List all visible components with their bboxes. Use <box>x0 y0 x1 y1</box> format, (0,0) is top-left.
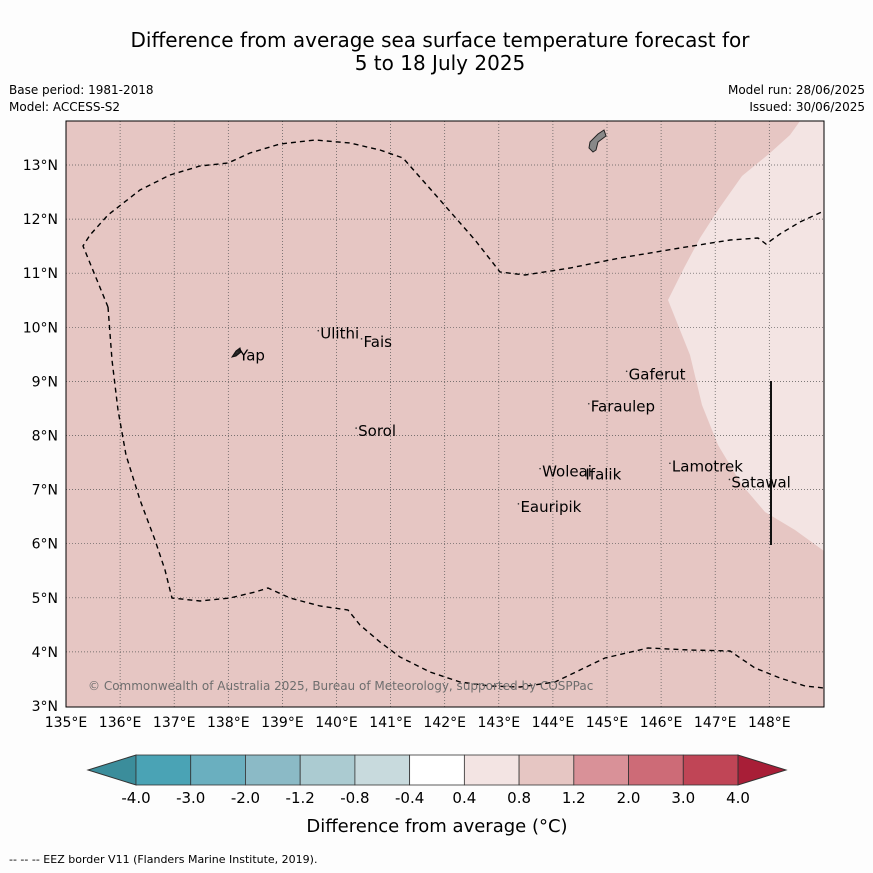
place-label-eauripik: Eauripik <box>520 498 581 516</box>
place-label-ulithi: Ulithi <box>320 325 359 343</box>
lon-tick-label: 143°E <box>478 715 521 731</box>
lat-tick-label: 11°N <box>23 266 58 282</box>
colorbar-tick-label: -0.4 <box>395 789 424 807</box>
map-title-line1: Difference from average sea surface temp… <box>130 28 750 52</box>
lon-tick-label: 142°E <box>423 715 466 731</box>
lon-tick-label: 145°E <box>586 715 629 731</box>
place-label-woleai: Woleai <box>542 463 592 481</box>
model-name: Model: ACCESS-S2 <box>9 100 121 114</box>
axis-labels: 135°E 136°E 137°E 138°E 139°E 140°E 141°E 142°E… <box>23 158 791 731</box>
model-run: Model run: 28/06/2025 <box>727 83 865 97</box>
place-label-ifalik: Ifalik <box>585 465 621 483</box>
colorbar-tick-label: -2.0 <box>231 789 260 807</box>
island-guam <box>588 129 607 153</box>
map-frame <box>65 120 825 708</box>
place-marker <box>317 329 320 332</box>
lon-tick-label: 141°E <box>369 715 412 731</box>
place-marker <box>582 470 585 473</box>
eez-border-west <box>107 306 825 689</box>
lon-tick-label: 146°E <box>640 715 683 731</box>
colorbar-segment <box>299 754 356 786</box>
lon-tick-label: 144°E <box>532 715 575 731</box>
lat-tick-label: 7°N <box>32 483 58 499</box>
place-label-faraulep: Faraulep <box>591 398 655 416</box>
anomaly-field-main <box>66 121 824 707</box>
base-period: Base period: 1981-2018 <box>9 83 154 97</box>
place-label-gaferut: Gaferut <box>629 365 686 383</box>
place-label-lamotrek: Lamotrek <box>672 457 743 475</box>
lat-tick-label: 3°N <box>32 699 58 715</box>
lat-tick-label: 4°N <box>32 645 58 661</box>
place-marker <box>517 503 520 505</box>
place-label-fais: Fais <box>364 333 393 351</box>
colorbar-segment <box>682 754 739 786</box>
place-label-satawal: Satawal <box>731 473 790 491</box>
colorbar-tick-label: -3.0 <box>176 789 205 807</box>
colorbar-segment <box>354 754 411 786</box>
colorbar-extend-low <box>86 754 137 786</box>
lon-tick-label: 147°E <box>694 715 737 731</box>
colorbar-tick-label: -1.2 <box>286 789 315 807</box>
lon-tick-label: 140°E <box>315 715 358 731</box>
issued-date: Issued: 30/06/2025 <box>749 100 865 114</box>
eez-footnote: -- -- -- EEZ border V11 (Flanders Marine… <box>9 853 318 866</box>
place-marker <box>625 370 628 373</box>
lon-tick-label: 138°E <box>207 715 250 731</box>
place-marker <box>539 467 541 470</box>
colorbar-extend-high <box>737 754 788 786</box>
colorbar-tick-label: 0.8 <box>507 789 531 807</box>
colorbar-tick-label: 1.2 <box>562 789 586 807</box>
colorbar-segment <box>135 754 192 786</box>
lon-tick-label: 148°E <box>748 715 791 731</box>
colorbar-segment <box>628 754 684 786</box>
place-marker <box>236 351 238 354</box>
lat-tick-label: 5°N <box>32 591 58 607</box>
colorbar-tick-label: -0.8 <box>340 789 369 807</box>
colorbar-tick-label: 2.0 <box>617 789 641 807</box>
colorbar: -4.0 -3.0 -2.0 -1.2 -0.8 -0.4 0.4 0.8 1.2 2.0 3.0 4… <box>86 754 788 807</box>
map-panel: Yap Ulithi Fais Sorol Gaferut Faraulep WoleaiI… <box>23 120 825 731</box>
colorbar-segment <box>573 754 629 786</box>
lat-tick-label: 13°N <box>23 158 58 174</box>
lat-tick-label: 9°N <box>32 374 58 390</box>
colorbar-tick-label: 4.0 <box>726 789 750 807</box>
colorbar-tick-label: 0.4 <box>452 789 476 807</box>
place-marker <box>669 462 671 465</box>
colorbar-label: Difference from average (°C) <box>306 816 567 837</box>
lat-tick-label: 12°N <box>23 212 58 228</box>
lat-tick-label: 6°N <box>32 537 58 553</box>
colorbar-segment <box>463 754 520 786</box>
colorbar-segment <box>245 754 301 786</box>
place-marker <box>360 338 363 340</box>
colorbar-tick-label: -4.0 <box>121 789 150 807</box>
anomaly-field-warm-edge <box>668 121 824 551</box>
lat-tick-label: 8°N <box>32 429 58 445</box>
map-title-line2: 5 to 18 July 2025 <box>354 51 526 75</box>
graticule <box>66 121 824 707</box>
place-marker <box>355 427 357 429</box>
lat-tick-label: 10°N <box>23 320 58 336</box>
lon-tick-label: 135°E <box>45 715 88 731</box>
place-marker <box>728 478 731 481</box>
colorbar-segment <box>518 754 575 786</box>
lon-tick-label: 139°E <box>261 715 304 731</box>
lon-tick-label: 136°E <box>99 715 142 731</box>
copyright-text: © Commonwealth of Australia 2025, Bureau… <box>88 679 593 693</box>
eez-border-north <box>82 139 825 308</box>
place-label-sorol: Sorol <box>358 422 396 440</box>
place-labels: Yap Ulithi Fais Sorol Gaferut Faraulep WoleaiI… <box>236 325 791 516</box>
lon-tick-label: 137°E <box>153 715 196 731</box>
colorbar-segment <box>409 754 465 786</box>
colorbar-tick-label: 3.0 <box>671 789 695 807</box>
colorbar-segment <box>190 754 246 786</box>
place-marker <box>587 402 590 405</box>
place-label-yap: Yap <box>238 346 265 364</box>
